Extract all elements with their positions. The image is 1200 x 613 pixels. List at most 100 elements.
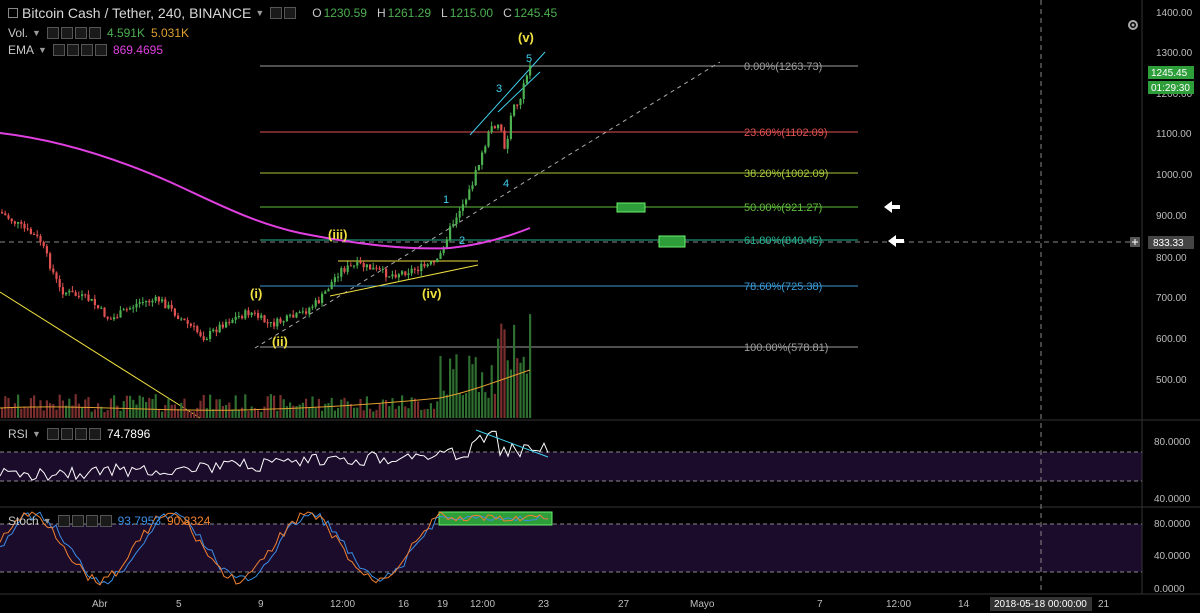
eye-icon[interactable]	[60, 428, 73, 440]
candle-body	[189, 323, 192, 326]
candle-body	[135, 303, 138, 308]
candle-body	[385, 268, 388, 278]
chevron-down-icon[interactable]: ▼	[255, 8, 265, 18]
rsi-divergence-line[interactable]	[475, 429, 549, 458]
volume-bar	[346, 401, 349, 418]
volume-bar	[273, 395, 276, 418]
rsi-label[interactable]: RSI	[8, 427, 29, 441]
candle-body	[244, 310, 247, 319]
settings-icon[interactable]	[57, 515, 70, 527]
candle-body	[436, 258, 439, 263]
eye-icon[interactable]	[284, 7, 297, 19]
candle-body	[225, 322, 228, 328]
plus-icon[interactable]	[94, 44, 107, 56]
time-axis[interactable]: Abr 5 9 12:00 16 19 12:00 23 27 Mayo 7 12:00 14 21	[92, 599, 1110, 610]
volume-bar	[61, 400, 64, 418]
settings-icon[interactable]	[52, 44, 65, 56]
settings-icon[interactable]	[270, 7, 283, 19]
wedge-line-top[interactable]	[469, 51, 546, 136]
candle-body	[170, 304, 173, 309]
plus-icon[interactable]	[99, 515, 112, 527]
target-box-50[interactable]	[616, 202, 646, 213]
candle-body	[74, 292, 77, 296]
candle-body	[410, 268, 413, 274]
vol-label[interactable]: Vol.	[8, 26, 29, 40]
eye-icon[interactable]	[66, 44, 79, 56]
candle-body	[394, 274, 397, 278]
wave-label-2: 2	[459, 235, 465, 247]
volume-bar	[321, 410, 324, 418]
volume-bar	[241, 407, 244, 418]
candle-body	[151, 300, 154, 303]
eye-icon[interactable]	[60, 27, 73, 39]
ohlc-value-o: 1230.59	[323, 6, 367, 20]
fib-label: 78.60%(725.38)	[744, 281, 822, 293]
wedge-line-bottom[interactable]	[497, 71, 541, 113]
volume-bar	[359, 398, 362, 418]
candlestick-series[interactable]	[1, 61, 532, 342]
close-icon[interactable]	[74, 27, 87, 39]
settings-icon[interactable]	[1128, 20, 1138, 30]
close-icon[interactable]	[80, 44, 93, 56]
trendline-yellow-down[interactable]	[0, 291, 201, 419]
volume-bar	[36, 407, 39, 418]
stoch-band	[0, 524, 1142, 572]
volume-bar	[55, 409, 58, 418]
candle-body	[471, 185, 474, 190]
candle-body	[439, 253, 442, 259]
candle-body	[506, 138, 509, 149]
settings-icon[interactable]	[46, 428, 59, 440]
target-box-618[interactable]	[658, 235, 686, 248]
rsi-buttons	[46, 428, 101, 440]
candle-body	[58, 279, 61, 288]
candle-body	[65, 292, 68, 295]
stoch-label[interactable]: Stoch	[8, 514, 39, 528]
time-tick: 9	[258, 599, 264, 610]
plus-icon[interactable]	[1130, 237, 1140, 247]
candle-body	[205, 338, 208, 340]
plus-icon[interactable]	[88, 27, 101, 39]
candle-body	[305, 311, 308, 314]
chevron-down-icon[interactable]: ▼	[38, 45, 47, 55]
volume-bar	[493, 393, 496, 418]
settings-icon[interactable]	[46, 27, 59, 39]
wave-iv-bottom-line[interactable]	[329, 264, 479, 297]
candle-body	[276, 318, 279, 327]
volume-bar	[20, 408, 23, 418]
trendline-dashed[interactable]	[254, 61, 721, 349]
volume-bar	[468, 355, 471, 418]
candle-body	[343, 268, 346, 272]
candle-body	[324, 291, 327, 294]
candle-body	[196, 326, 199, 333]
close-icon[interactable]	[74, 428, 87, 440]
price-tick: 800.00	[1156, 253, 1187, 264]
volume-bar	[314, 407, 317, 418]
chevron-down-icon[interactable]: ▼	[42, 516, 52, 526]
caret-icon[interactable]	[8, 8, 18, 18]
price-axis[interactable]: 1400.00 1300.00 1200.00 1100.00 1000.00 900.0…	[1156, 8, 1193, 386]
chevron-down-icon[interactable]: ▼	[32, 429, 41, 439]
ema-line[interactable]	[0, 132, 531, 250]
close-icon[interactable]	[85, 515, 98, 527]
chevron-down-icon[interactable]: ▼	[32, 28, 41, 38]
ohlc-value-c: 1245.45	[513, 6, 558, 20]
wave-labels-cyan: 1 2 3 4 5	[443, 53, 532, 247]
candle-body	[449, 226, 452, 240]
fibonacci-retracement[interactable]	[260, 65, 858, 348]
wave-label-i: (i)	[250, 286, 262, 301]
volume-bar	[231, 409, 234, 418]
stoch-axis: 80.0000 40.0000 0.0000	[1154, 519, 1191, 595]
candle-body	[516, 104, 519, 106]
candle-body	[295, 312, 298, 318]
plus-icon[interactable]	[88, 428, 101, 440]
eye-icon[interactable]	[71, 515, 84, 527]
ema-buttons	[52, 44, 107, 56]
time-tick: 5	[176, 599, 182, 610]
ema-label[interactable]: EMA	[8, 43, 35, 57]
candle-body	[161, 299, 164, 302]
volume-bar	[324, 403, 327, 418]
time-tick: 16	[398, 599, 410, 610]
symbol-title[interactable]: Bitcoin Cash / Tether, 240, BINANCE	[22, 5, 252, 21]
